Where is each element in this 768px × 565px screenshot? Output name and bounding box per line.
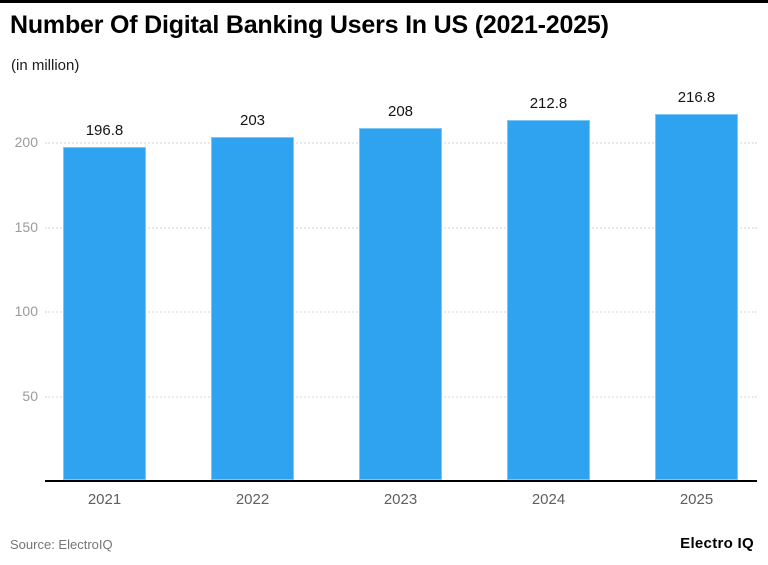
y-tick-label-150: 150 xyxy=(14,218,38,235)
bar-value-label-2023: 208 xyxy=(387,103,414,121)
bar-2023 xyxy=(359,128,442,480)
x-tick-label-2024: 2024 xyxy=(531,491,566,508)
top-border-line xyxy=(0,0,768,3)
bar-2024 xyxy=(507,120,590,480)
x-tick-label-2025: 2025 xyxy=(679,491,714,508)
bar-value-label-2021: 196.8 xyxy=(85,122,124,140)
brand-logo: Electro IQ xyxy=(680,535,754,552)
bar-2025 xyxy=(655,113,738,480)
bar-value-label-2025: 216.8 xyxy=(677,88,716,106)
x-tick-label-2021: 2021 xyxy=(87,491,122,508)
y-tick-label-50: 50 xyxy=(22,387,38,404)
bar-value-label-2022: 203 xyxy=(239,111,266,129)
source-label: Source: ElectroIQ xyxy=(10,537,113,552)
bar-2022 xyxy=(211,136,294,480)
chart-title: Number Of Digital Banking Users In US (2… xyxy=(10,11,609,39)
bar-value-label-2024: 212.8 xyxy=(529,95,568,113)
x-tick-label-2023: 2023 xyxy=(383,491,418,508)
x-tick-label-2022: 2022 xyxy=(235,491,270,508)
chart-subtitle: (in million) xyxy=(11,57,80,74)
y-tick-label-200: 200 xyxy=(14,134,38,150)
y-tick-label-100: 100 xyxy=(14,303,38,319)
x-axis-line xyxy=(45,480,757,482)
bar-2021 xyxy=(63,147,146,480)
